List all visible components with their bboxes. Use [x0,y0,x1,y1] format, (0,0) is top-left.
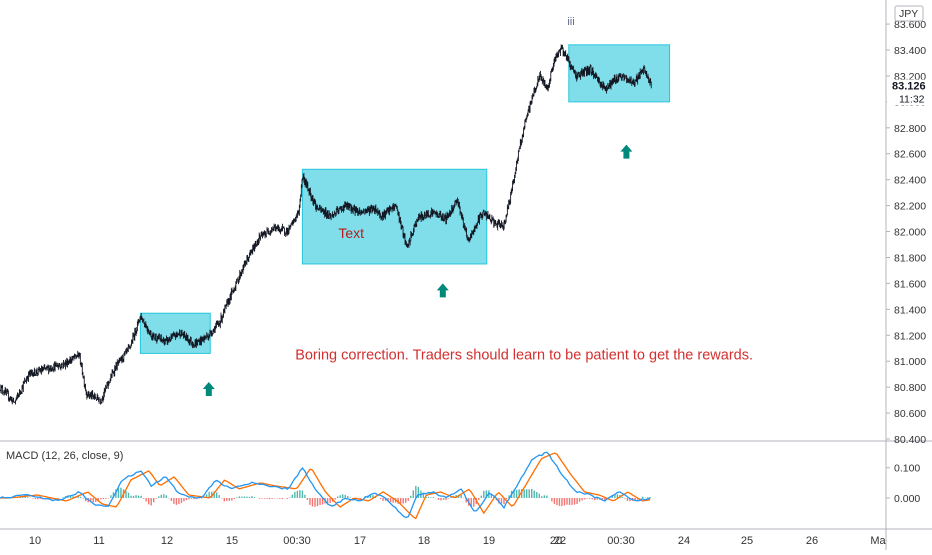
macd-tick-label-0: 0.100 [894,463,920,475]
axes-layer: iii Text Boring correction. Traders should… [29,5,932,547]
up-arrow-icon-2 [436,283,449,298]
time-tick-label-0: 10 [29,535,41,547]
macd-tick-label-1: 0.000 [894,493,920,505]
price-tick-label-11: 82.600 [894,149,926,161]
time-tick-label-3: 15 [226,535,238,547]
time-tick-label-1: 11 [93,535,104,547]
time-tick-label-13: 26 [806,535,818,547]
consolidation-zones [139,44,671,354]
price-tick-label-1: 80.600 [894,408,926,420]
macd-series [0,451,651,520]
annotation-boring-correction: Boring correction. Traders should learn … [295,348,753,364]
price-tick-label-0: 80.400 [894,434,926,446]
time-tick-label-11: 24 [678,535,690,547]
price-tick-label-12: 82.800 [894,123,926,135]
currency-badge [894,5,924,22]
price-tick-label-10: 82.400 [894,175,926,187]
price-tick-label-16: 83.600 [894,19,926,31]
arrow-markers [202,144,633,396]
time-tick-label-7: 19 [483,535,495,547]
time-tick-label-4: 00:30 [283,535,311,547]
currency-badge-label: JPY [899,8,918,20]
price-tick-label-15: 83.400 [894,45,926,57]
time-tick-label-14: Ma [870,535,886,547]
price-series [0,44,652,405]
time-tick-label-5: 17 [354,535,366,547]
time-tick-label-8: 20 [550,535,562,547]
time-tick-label-2: 12 [161,535,173,547]
price-tick-label-7: 81.800 [894,252,926,264]
macd-line [0,451,651,518]
time-tick-label-10: 00:30 [607,535,635,547]
macd-signal-line [0,452,651,520]
time-tick-label-9: 22 [554,535,566,547]
up-arrow-icon-1 [202,381,215,396]
price-tick-label-9: 82.200 [894,201,926,213]
price-tick-label-3: 81.000 [894,356,926,368]
price-tick-label-4: 81.200 [894,330,926,342]
price-tick-label-8: 82.000 [894,227,926,239]
price-tick-label-5: 81.400 [894,304,926,316]
wave-label-iii: iii [567,16,574,28]
price-tick-label-6: 81.600 [894,278,926,290]
price-tick-label-2: 80.800 [894,382,926,394]
time-tick-label-6: 18 [418,535,430,547]
up-arrow-icon-3 [620,144,633,159]
last-price-label: 83.126 [892,81,926,93]
time-tick-label-12: 25 [741,535,753,547]
zone-text-label: Text [338,225,364,241]
countdown-label: 11:32 [899,94,925,106]
macd-title: MACD (12, 26, close, 9) [6,450,124,462]
last-price-box [887,79,932,106]
